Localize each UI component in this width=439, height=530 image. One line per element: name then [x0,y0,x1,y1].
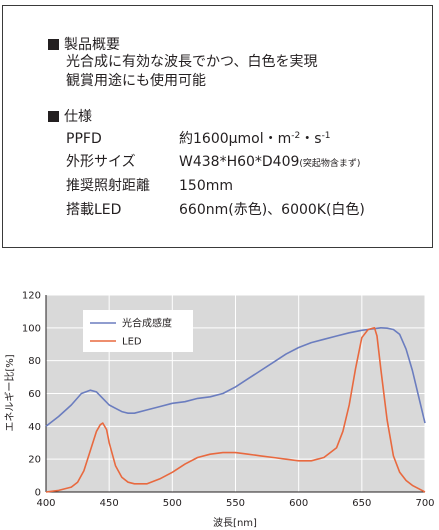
spec-value: 150mm [179,178,233,194]
legend-label-1: 光合成感度 [122,317,172,330]
series-line-1 [45,326,426,427]
overview-line-2: 観賞用途にも使用可能 [66,73,206,89]
grid-lines [45,294,426,493]
y-tick-label: 100 [22,323,41,334]
spec-value: 約1600μmol・m-2・s-1 [179,131,331,147]
overview-heading: 製品概要 [48,36,120,54]
tick-labels: 400 450 500 550 600 650 700 0 20 40 60 80 100 120 [22,291,435,510]
y-tick-label: 60 [28,389,41,400]
spec-value: 660nm(赤色)、6000K(白色) [179,202,365,218]
spec-key: PPFD [66,131,102,147]
spec-heading: 仕様 [48,108,92,126]
y-tick-label: 20 [28,455,41,466]
x-tick-label: 650 [352,498,371,509]
square-bullet-icon [48,39,59,50]
square-bullet-icon [48,111,59,122]
x-tick-label: 400 [36,498,55,509]
legend-label-2: LED [122,337,142,348]
spec-key: 搭載LED [66,202,122,218]
spec-key: 外形サイズ [66,154,136,170]
x-tick-label: 450 [100,498,119,509]
spec-key: 推奨照射距離 [66,178,150,194]
x-tick-label: 700 [415,498,434,509]
legend: 光合成感度 LED [83,310,193,352]
x-axis-label: 波長[nm] [213,516,257,529]
overview-line-1: 光合成に有効な波長でかつ、白色を実現 [66,54,318,70]
spectrum-chart: 400 450 500 550 600 650 700 0 20 40 60 80 100 120 光合成… [4,291,435,530]
spec-panel: 製品概要 光合成に有効な波長でかつ、白色を実現 観賞用途にも使用可能 仕様 PP… [2,5,433,248]
x-tick-label: 600 [289,498,308,509]
y-tick-label: 0 [35,488,41,499]
y-tick-label: 120 [22,291,41,302]
y-tick-label: 80 [28,356,41,367]
x-tick-label: 500 [163,498,182,509]
spec-value: W438*H60*D409(突起物含まず) [179,154,361,170]
y-axis-label: エネルギー比[%] [4,354,16,431]
series-line-2 [45,326,426,493]
legend-box [83,310,193,352]
series-lines [45,326,426,493]
x-tick-label: 550 [226,498,245,509]
y-tick-label: 40 [28,422,41,433]
